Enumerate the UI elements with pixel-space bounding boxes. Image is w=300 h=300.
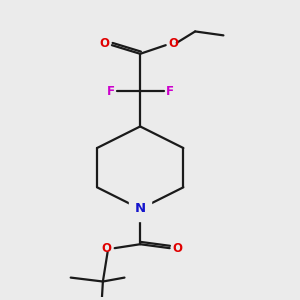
Text: O: O: [172, 242, 182, 255]
Text: F: F: [107, 85, 115, 98]
Text: O: O: [169, 37, 178, 50]
Text: N: N: [135, 202, 146, 215]
Text: F: F: [166, 85, 174, 98]
Text: O: O: [102, 242, 112, 255]
Text: O: O: [100, 37, 110, 50]
